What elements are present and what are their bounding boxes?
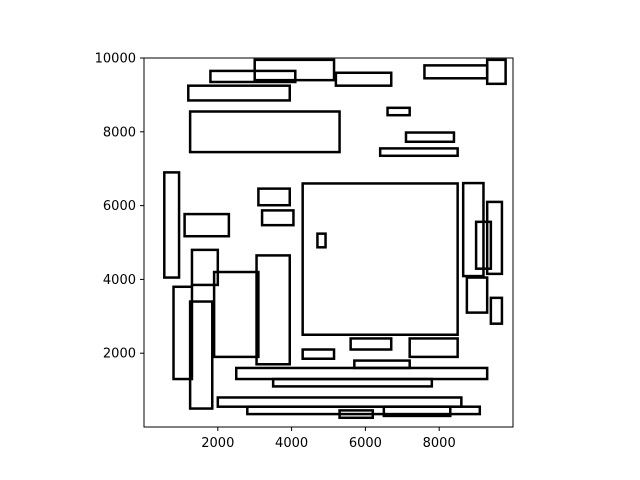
data-rectangle — [246, 405, 482, 416]
y-tick-label: 8000 — [103, 125, 136, 140]
data-rectangle — [172, 285, 194, 381]
rectangle-marks — [163, 58, 507, 420]
data-rectangle — [353, 359, 411, 370]
data-rectangle — [338, 409, 375, 420]
data-rectangle — [465, 276, 489, 314]
data-rectangle — [255, 254, 292, 366]
data-rectangle — [461, 181, 485, 278]
data-rectangle — [187, 84, 292, 102]
data-rectangle — [301, 348, 336, 360]
data-rectangle — [257, 187, 292, 207]
data-rectangle — [260, 209, 295, 227]
data-rectangle — [485, 58, 507, 86]
data-rectangle — [253, 58, 336, 82]
y-axis-ticks: 2000 4000 6000 8000 10000 — [95, 52, 144, 362]
axes-frame — [143, 57, 514, 428]
data-rectangle — [301, 182, 459, 336]
data-rectangle — [404, 131, 456, 144]
x-axis-ticks: 2000 4000 6000 8000 — [201, 427, 456, 451]
data-rectangle — [349, 337, 393, 351]
data-rectangle — [188, 300, 214, 410]
x-tick-label: 2000 — [201, 436, 234, 451]
x-tick-label: 6000 — [349, 436, 382, 451]
data-rectangle — [485, 200, 504, 276]
data-rectangle — [474, 220, 493, 270]
y-tick-label: 10000 — [95, 52, 136, 67]
data-rectangle — [316, 232, 327, 249]
data-rectangle — [183, 212, 231, 238]
y-tick-label: 2000 — [103, 347, 136, 362]
data-rectangle — [212, 270, 260, 359]
data-rectangle — [209, 69, 297, 84]
y-tick-label: 4000 — [103, 273, 136, 288]
data-rectangle — [378, 147, 459, 158]
x-tick-label: 8000 — [423, 436, 456, 451]
data-rectangle — [188, 110, 341, 154]
data-rectangle — [382, 405, 452, 418]
data-rectangle — [190, 248, 220, 287]
data-rectangle — [334, 71, 393, 87]
data-rectangle — [489, 296, 504, 325]
x-tick-label: 4000 — [275, 436, 308, 451]
data-rectangle — [271, 377, 434, 388]
y-tick-label: 6000 — [103, 199, 136, 214]
data-rectangle — [408, 337, 459, 359]
data-rectangle — [386, 106, 411, 117]
data-rectangle — [163, 171, 181, 279]
